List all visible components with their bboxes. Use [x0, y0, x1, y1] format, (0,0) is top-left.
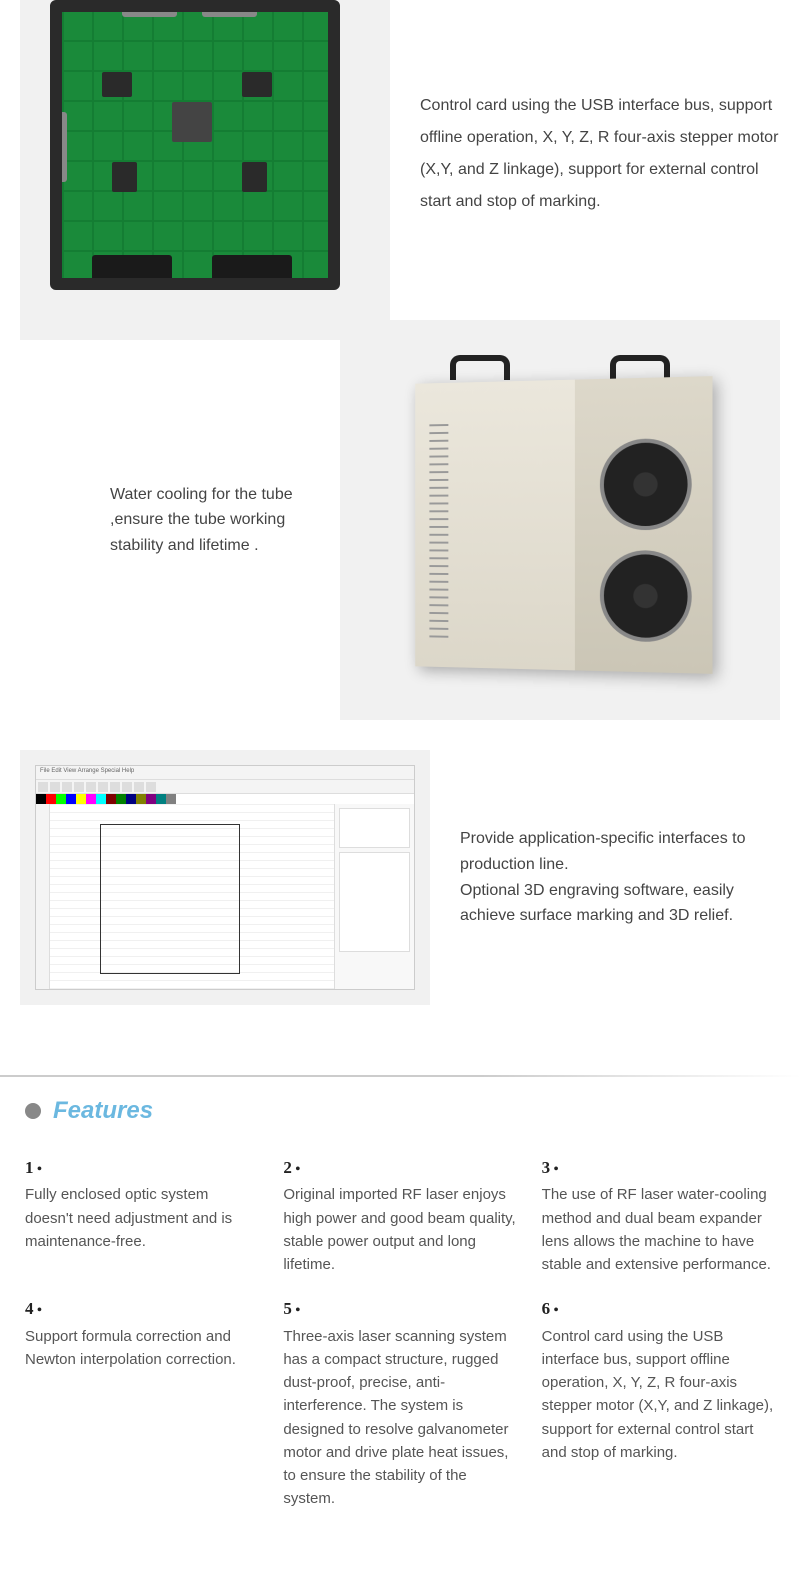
feature-text: Fully enclosed optic system doesn't need… [25, 1186, 232, 1250]
feature-number: 5 [283, 1296, 516, 1322]
software-window-graphic: File Edit View Arrange Special Help [35, 765, 415, 990]
feature-number: 6 [542, 1296, 775, 1322]
software-color-palette [36, 794, 414, 804]
feature-text: Three-axis laser scanning system has a c… [283, 1328, 508, 1508]
feature-item-2: 2 Original imported RF laser enjoys high… [283, 1155, 516, 1276]
software-toolbar [36, 780, 414, 794]
pcb-board-graphic [50, 0, 340, 290]
features-grid: 1 Fully enclosed optic system doesn't ne… [0, 1145, 800, 1551]
software-image-container: File Edit View Arrange Special Help [20, 750, 430, 1005]
feature-number: 2 [283, 1155, 516, 1181]
control-card-section: Control card using the USB interface bus… [0, 0, 800, 340]
feature-item-3: 3 The use of RF laser water-cooling meth… [542, 1155, 775, 1276]
features-header: Features [0, 1075, 800, 1145]
control-card-description: Control card using the USB interface bus… [420, 0, 780, 218]
bullet-icon [25, 1103, 41, 1119]
chiller-image-container [340, 320, 780, 720]
feature-text: Original imported RF laser enjoys high p… [283, 1186, 515, 1273]
feature-text: Control card using the USB interface bus… [542, 1328, 774, 1461]
feature-number: 4 [25, 1296, 258, 1322]
feature-item-5: 5 Three-axis laser scanning system has a… [283, 1296, 516, 1510]
water-cooling-description: Water cooling for the tube ,ensure the t… [20, 482, 340, 559]
feature-item-6: 6 Control card using the USB interface b… [542, 1296, 775, 1510]
feature-item-4: 4 Support formula correction and Newton … [25, 1296, 258, 1510]
water-cooling-section: Water cooling for the tube ,ensure the t… [0, 320, 800, 720]
feature-number: 3 [542, 1155, 775, 1181]
feature-number: 1 [25, 1155, 258, 1181]
features-title: Features [53, 1097, 153, 1125]
chiller-graphic [390, 350, 730, 680]
software-text-line2: Optional 3D engraving software, easily a… [460, 878, 760, 929]
feature-item-1: 1 Fully enclosed optic system doesn't ne… [25, 1155, 258, 1276]
software-description: Provide application-specific interfaces … [460, 826, 780, 928]
feature-text: The use of RF laser water-cooling method… [542, 1186, 771, 1273]
feature-text: Support formula correction and Newton in… [25, 1328, 236, 1368]
software-menubar: File Edit View Arrange Special Help [36, 766, 414, 780]
software-section: File Edit View Arrange Special Help Prov… [0, 720, 800, 1035]
software-text-line1: Provide application-specific interfaces … [460, 826, 760, 877]
pcb-image-container [20, 0, 390, 340]
